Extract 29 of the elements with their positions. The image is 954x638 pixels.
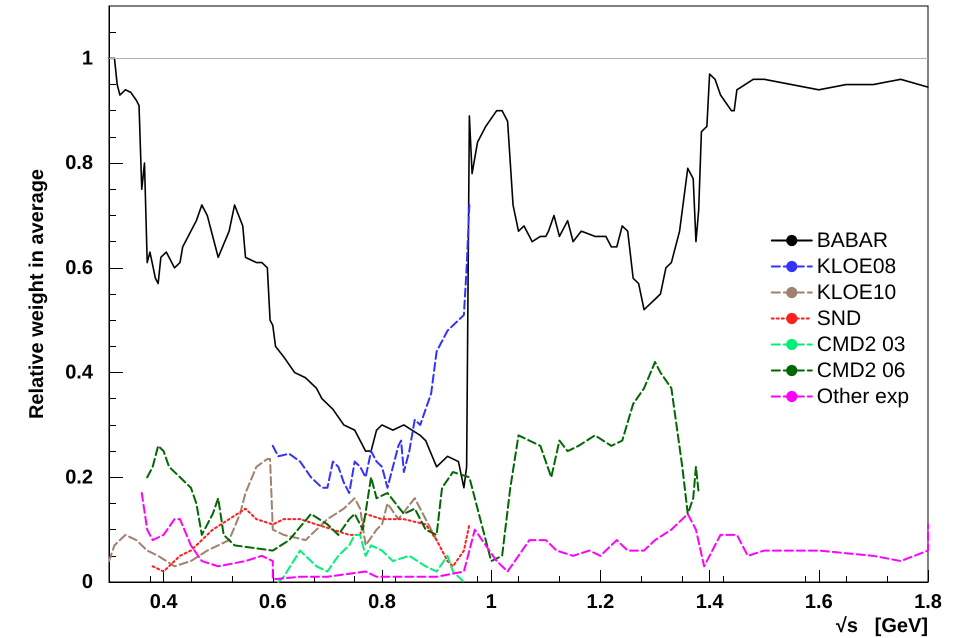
legend-label: SND: [816, 307, 862, 330]
legend-label: CMD2 06: [816, 359, 906, 382]
x-tick-label: 1.8: [914, 591, 942, 613]
y-tick-label: 0.6: [65, 256, 93, 279]
x-tick-label: 1.2: [586, 591, 614, 613]
line-series: [108, 458, 438, 568]
line-series: [152, 508, 470, 573]
x-tick-label: 1.4: [696, 591, 724, 613]
line-series: [140, 492, 929, 580]
line-series: [277, 534, 465, 583]
x-tick-label: 1: [486, 591, 497, 613]
x-tick-label: 0.4: [150, 591, 178, 613]
line-series: [146, 361, 700, 562]
legend-label: KLOE08: [816, 255, 896, 278]
legend-label: Other exp: [816, 385, 910, 408]
line-series: [272, 204, 470, 494]
y-tick-label: 0.2: [65, 466, 93, 488]
x-tick-label: 0.8: [368, 591, 396, 613]
x-tick-label: 0.6: [258, 591, 287, 613]
y-axis-title: Relative weight in average: [26, 168, 48, 420]
legend-label: CMD2 03: [816, 333, 906, 356]
x-axis-title: √s [GeV]: [836, 615, 928, 637]
y-tick-label: 0.4: [65, 362, 94, 384]
legend-label: KLOE10: [816, 281, 896, 304]
y-tick-label: 1: [82, 47, 93, 70]
x-tick-label: 1.6: [804, 591, 833, 613]
y-tick-label: 0: [82, 571, 93, 593]
legend-label: BABAR: [816, 229, 888, 252]
y-tick-label: 0.8: [65, 152, 93, 174]
